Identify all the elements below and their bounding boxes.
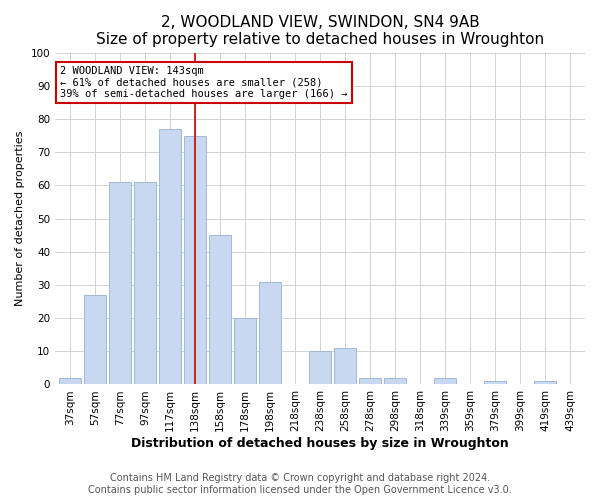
Bar (259, 282, 281, 385)
Text: 2 WOODLAND VIEW: 143sqm
← 61% of detached houses are smaller (258)
39% of semi-d: 2 WOODLAND VIEW: 143sqm ← 61% of detache… (60, 66, 347, 99)
Y-axis label: Number of detached properties: Number of detached properties (15, 131, 25, 306)
Bar (434, 378, 456, 384)
Bar (134, 182, 156, 384)
Bar (484, 381, 506, 384)
Bar (359, 378, 381, 384)
Bar (309, 352, 331, 384)
Bar (184, 136, 206, 384)
Bar (109, 182, 131, 384)
Bar (384, 378, 406, 384)
Bar (159, 129, 181, 384)
Bar (59, 378, 81, 384)
Text: Contains HM Land Registry data © Crown copyright and database right 2024.
Contai: Contains HM Land Registry data © Crown c… (88, 474, 512, 495)
Bar (534, 381, 556, 384)
Title: 2, WOODLAND VIEW, SWINDON, SN4 9AB
Size of property relative to detached houses : 2, WOODLAND VIEW, SWINDON, SN4 9AB Size … (96, 15, 544, 48)
Bar (334, 348, 356, 385)
X-axis label: Distribution of detached houses by size in Wroughton: Distribution of detached houses by size … (131, 437, 509, 450)
Bar (234, 318, 256, 384)
Bar (209, 235, 231, 384)
Bar (84, 295, 106, 384)
